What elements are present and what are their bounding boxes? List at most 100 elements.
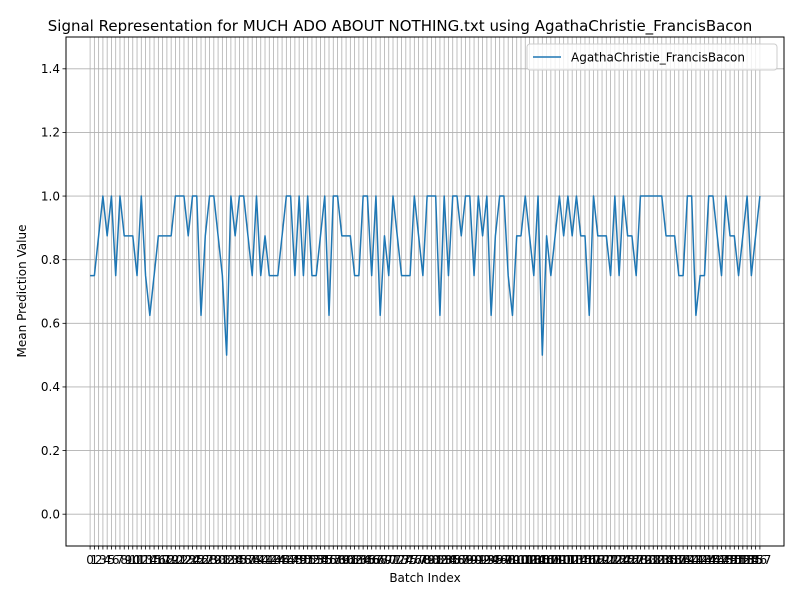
x-tick-label: 137 — [663, 553, 686, 567]
x-tick-label: 140 — [676, 553, 699, 567]
x-tick-label: 41 — [257, 553, 272, 567]
x-tick-label: 66 — [364, 553, 379, 567]
y-tick-label: 0.6 — [41, 317, 60, 331]
x-tick-label: 142 — [684, 553, 707, 567]
x-tick-label: 67 — [368, 553, 383, 567]
x-tick-label: 111 — [552, 553, 575, 567]
x-tick-label: 136 — [659, 553, 682, 567]
x-tick-label: 14 — [142, 553, 157, 567]
y-tick-label: 1.4 — [41, 62, 60, 76]
x-tick-label: 144 — [693, 553, 716, 567]
x-tick-label: 19 — [164, 553, 179, 567]
x-tick-label: 116 — [574, 553, 597, 567]
x-tick-label: 92 — [475, 553, 490, 567]
x-tick-label: 69 — [377, 553, 392, 567]
x-tick-label: 75 — [402, 553, 417, 567]
x-tick-label: 61 — [343, 553, 358, 567]
x-tick-label: 77 — [411, 553, 426, 567]
x-tick-label: 11 — [129, 553, 144, 567]
x-tick-label: 157 — [748, 553, 771, 567]
x-tick-label: 32 — [219, 553, 234, 567]
x-tick-label: 42 — [262, 553, 277, 567]
x-tick-label: 54 — [313, 553, 328, 567]
x-tick-label: 95 — [488, 553, 503, 567]
x-tick-label: 146 — [702, 553, 725, 567]
x-tick-label: 36 — [236, 553, 251, 567]
x-tick-label: 89 — [462, 553, 477, 567]
x-tick-label: 49 — [292, 553, 307, 567]
x-tick-label: 9 — [125, 553, 133, 567]
x-tick-label: 58 — [330, 553, 345, 567]
x-tick-label: 148 — [710, 553, 733, 567]
x-tick-label: 27 — [198, 553, 213, 567]
x-tick-label: 34 — [228, 553, 243, 567]
legend-box — [526, 43, 778, 71]
x-tick-label: 135 — [655, 553, 678, 567]
x-tick-label: 138 — [667, 553, 690, 567]
x-tick-label: 98 — [501, 553, 516, 567]
x-tick-label: 103 — [518, 553, 541, 567]
x-tick-label: 122 — [599, 553, 622, 567]
x-tick-label: 76 — [407, 553, 422, 567]
x-tick-label: 72 — [390, 553, 405, 567]
x-tick-label: 57 — [326, 553, 341, 567]
x-tick-label: 12 — [134, 553, 149, 567]
x-tick-label: 39 — [249, 553, 264, 567]
x-tick-label: 47 — [283, 553, 298, 567]
x-tick-label: 59 — [334, 553, 349, 567]
x-tick-label: 97 — [496, 553, 511, 567]
y-tick-label: 0.2 — [41, 444, 60, 458]
x-tick-label: 22 — [176, 553, 191, 567]
x-tick-label: 64 — [355, 553, 370, 567]
x-tick-label: 81 — [428, 553, 443, 567]
plot-frame — [65, 36, 785, 547]
x-tick-label: 85 — [445, 553, 460, 567]
x-tick-label: 29 — [206, 553, 221, 567]
series-line — [90, 195, 761, 356]
x-tick-label: 87 — [454, 553, 469, 567]
x-tick-label: 131 — [638, 553, 661, 567]
x-tick-label: 70 — [381, 553, 396, 567]
legend-label: AgathaChristie_FrancisBacon — [571, 51, 745, 65]
x-tick-label: 80 — [424, 553, 439, 567]
x-tick-label: 73 — [394, 553, 409, 567]
x-tick-label: 78 — [415, 553, 430, 567]
x-tick-label: 156 — [744, 553, 767, 567]
x-tick-label: 143 — [689, 553, 712, 567]
x-tick-label: 149 — [714, 553, 737, 567]
x-tick-label: 141 — [680, 553, 703, 567]
x-tick-label: 8 — [120, 553, 128, 567]
x-tick-label: 3 — [99, 553, 107, 567]
x-tick-label: 115 — [569, 553, 592, 567]
y-tick-label: 1.0 — [41, 189, 60, 203]
x-tick-label: 150 — [719, 553, 742, 567]
x-tick-label: 38 — [245, 553, 260, 567]
x-tick-label: 24 — [185, 553, 200, 567]
x-tick-label: 50 — [296, 553, 311, 567]
x-tick-label: 16 — [151, 553, 166, 567]
x-tick-label: 62 — [347, 553, 362, 567]
x-tick-label: 91 — [471, 553, 486, 567]
x-tick-label: 145 — [697, 553, 720, 567]
x-tick-label: 56 — [321, 553, 336, 567]
y-tick-label: 0.0 — [41, 507, 60, 521]
x-tick-label: 104 — [522, 553, 545, 567]
x-tick-label: 43 — [266, 553, 281, 567]
x-tick-label: 118 — [582, 553, 605, 567]
x-tick-label: 123 — [603, 553, 626, 567]
x-tick-label: 154 — [736, 553, 759, 567]
x-tick-label: 128 — [625, 553, 648, 567]
y-tick-label: 1.2 — [41, 126, 60, 140]
x-tick-label: 83 — [437, 553, 452, 567]
x-tick-label: 26 — [193, 553, 208, 567]
x-tick-label: 25 — [189, 553, 204, 567]
x-tick-label: 125 — [612, 553, 635, 567]
y-tick-label: 0.4 — [41, 380, 60, 394]
x-tick-label: 129 — [629, 553, 652, 567]
x-tick-label: 155 — [740, 553, 763, 567]
x-tick-label: 108 — [539, 553, 562, 567]
x-tick-label: 100 — [505, 553, 528, 567]
x-tick-label: 127 — [620, 553, 643, 567]
x-tick-label: 20 — [168, 553, 183, 567]
